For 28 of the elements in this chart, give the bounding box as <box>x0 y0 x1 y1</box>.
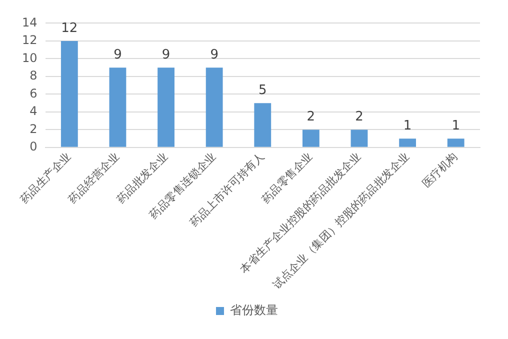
x-tick-label: 医疗机构 <box>420 150 460 190</box>
bar <box>254 103 272 147</box>
y-tick-label: 12 <box>22 33 38 48</box>
bar <box>158 68 174 147</box>
bar <box>60 40 78 147</box>
legend-label: 省份数量 <box>230 303 278 318</box>
data-label: 9 <box>114 47 122 62</box>
data-label: 2 <box>306 110 316 125</box>
data-label: 5 <box>258 82 267 98</box>
data-label: 2 <box>355 110 364 125</box>
data-label: 1 <box>403 118 412 134</box>
bar <box>350 130 368 147</box>
bar <box>109 68 126 147</box>
data-label: 9 <box>162 47 170 62</box>
data-label: 1 <box>452 118 460 134</box>
y-tick-label: 8 <box>30 68 38 83</box>
y-tick-label: 0 <box>30 140 38 154</box>
bar <box>206 68 223 147</box>
y-tick-label: 2 <box>30 122 38 136</box>
y-tick-label: 6 <box>30 86 38 100</box>
bar <box>447 138 464 147</box>
y-tick-label: 4 <box>30 104 38 118</box>
y-tick-label: 10 <box>22 50 38 65</box>
y-tick-label: 14 <box>22 15 38 30</box>
data-label: 9 <box>210 47 218 62</box>
data-label: 12 <box>61 20 78 36</box>
bar <box>399 138 416 147</box>
bar <box>302 130 320 147</box>
